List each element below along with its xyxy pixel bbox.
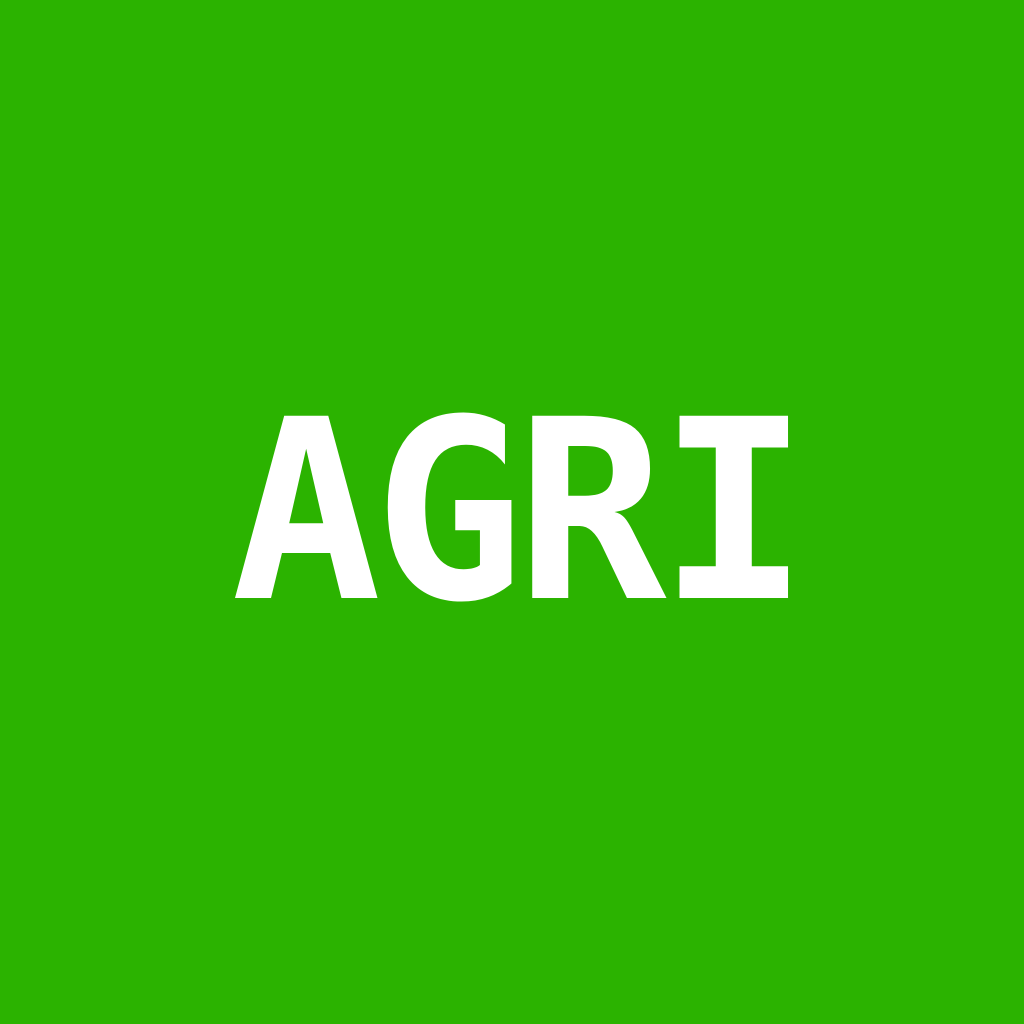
app-icon-tile: AGRI	[230, 366, 810, 657]
brand-wordmark: AGRI	[230, 366, 809, 657]
